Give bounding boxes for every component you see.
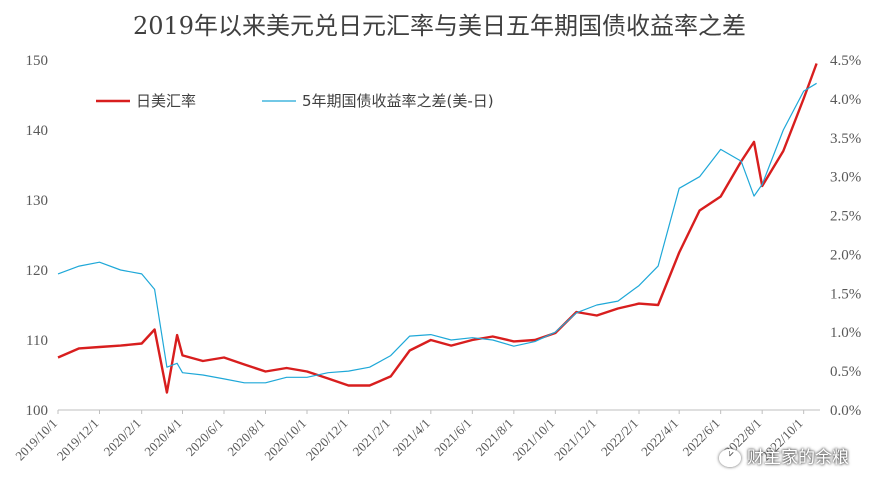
chart-title: 2019年以来美元兑日元汇率与美日五年期国债收益率之差 (132, 12, 747, 40)
left-axis-tick-label: 120 (26, 263, 49, 279)
left-axis-tick-label: 100 (26, 403, 49, 419)
watermark: 财主家的余粮 (719, 443, 849, 468)
x-axis-tick-label: 2022/2/1 (598, 416, 641, 459)
right-axis-tick-label: 1.5% (830, 286, 861, 302)
x-axis-tick-label: 2021/4/1 (390, 416, 433, 459)
series-line-2 (57, 82, 817, 384)
right-axis-tick-label: 2.0% (830, 247, 861, 263)
series-layer (57, 63, 818, 394)
series-line-1 (57, 63, 818, 394)
x-axis-tick-label: 2020/6/1 (183, 416, 226, 459)
x-axis-tick-label: 2019/10/1 (12, 416, 60, 464)
left-axis-tick-label: 140 (26, 123, 49, 139)
x-axis-tick-label: 2020/10/1 (261, 416, 309, 464)
right-axis-tick-label: 4.5% (830, 53, 861, 69)
legend-label-2: 5年期国债收益率之差(美-日) (302, 92, 494, 110)
x-axis-tick-label: 2021/2/1 (350, 416, 393, 459)
axes-layer: 100 110 120 130 140 150 0.0% 0.5% 1.0% 1.5% 2.0% 2.… (12, 53, 861, 463)
right-axis-tick-label: 3.5% (830, 131, 861, 147)
x-axis-tick-label: 2019/12/1 (54, 416, 102, 464)
right-axis-tick-label: 0.5% (830, 364, 861, 380)
left-axis-tick-label: 110 (26, 333, 48, 349)
right-axis-tick-label: 4.0% (830, 92, 861, 108)
legend: 日美汇率 5年期国债收益率之差(美-日) (96, 92, 494, 110)
x-axis-tick-label: 2020/12/1 (303, 416, 351, 464)
right-axis-tick-label: 2.5% (830, 209, 861, 225)
x-axis-tick-label: 2021/12/1 (551, 416, 599, 464)
x-axis-tick-label: 2022/4/1 (638, 416, 681, 459)
right-axis-tick-label: 1.0% (830, 325, 861, 341)
watermark-text: 财主家的余粮 (747, 448, 849, 468)
x-axis-tick-label: 2022/6/1 (679, 416, 722, 459)
legend-label-1: 日美汇率 (136, 92, 196, 110)
x-axis-tick-label: 2020/2/1 (101, 416, 144, 459)
right-axis-tick-label: 0.0% (830, 403, 861, 419)
left-axis-tick-label: 130 (26, 193, 49, 209)
x-axis-tick-label: 2021/6/1 (431, 416, 474, 459)
right-axis-tick-label: 3.0% (830, 170, 861, 186)
x-axis-tick-label: 2020/4/1 (141, 416, 184, 459)
left-axis-tick-label: 150 (26, 53, 49, 69)
wechat-icon (719, 449, 741, 467)
x-axis-tick-label: 2021/10/1 (510, 416, 558, 464)
